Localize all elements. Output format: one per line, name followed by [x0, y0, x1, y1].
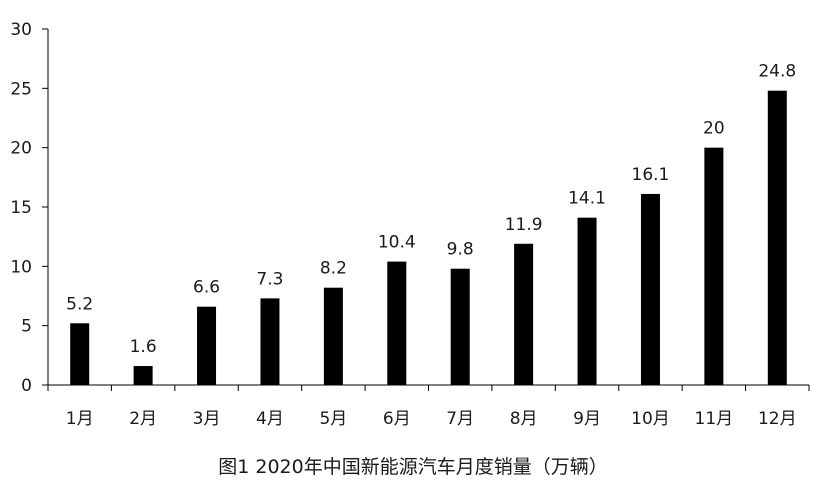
- x-tick-label: 11月: [695, 409, 734, 429]
- data-label: 1.6: [130, 337, 157, 357]
- data-label: 5.2: [66, 294, 93, 314]
- bar-9: [577, 217, 597, 385]
- x-tick-label: 7月: [446, 409, 474, 429]
- y-tick-label: 5: [21, 317, 32, 337]
- data-label: 8.2: [320, 259, 347, 279]
- chart-caption: 图1 2020年中国新能源汽车月度销量（万辆）: [218, 456, 608, 478]
- data-label: 14.1: [568, 189, 606, 209]
- y-tick-label: 20: [10, 139, 32, 159]
- y-tick-label: 25: [10, 79, 32, 99]
- y-tick-label: 10: [10, 257, 32, 277]
- bar-3: [197, 306, 217, 385]
- x-tick-label: 5月: [319, 409, 347, 429]
- data-label: 16.1: [632, 165, 670, 185]
- x-tick-label: 2月: [129, 409, 157, 429]
- x-tick-label: 8月: [510, 409, 538, 429]
- bar-6: [387, 261, 407, 385]
- x-tick-label: 9月: [573, 409, 601, 429]
- bar-5: [323, 287, 343, 385]
- x-tick-label: 1月: [66, 409, 94, 429]
- bar-4: [260, 298, 280, 385]
- bar-11: [704, 147, 724, 385]
- data-label: 7.3: [256, 269, 283, 289]
- x-tick-label: 4月: [256, 409, 284, 429]
- bar-10: [640, 193, 660, 385]
- x-tick-label: 10月: [631, 409, 670, 429]
- x-tick-label: 3月: [193, 409, 221, 429]
- data-label: 9.8: [447, 240, 474, 260]
- y-tick-label: 30: [10, 20, 32, 40]
- y-tick-label: 0: [21, 376, 32, 396]
- data-label: 11.9: [505, 215, 543, 235]
- bar-8: [514, 243, 534, 385]
- bar-1: [70, 323, 90, 385]
- data-label: 20: [703, 119, 725, 139]
- bar-2: [133, 366, 153, 385]
- y-tick-label: 15: [10, 198, 32, 218]
- data-label: 10.4: [378, 233, 416, 253]
- x-tick-label: 12月: [758, 409, 797, 429]
- bar-7: [450, 268, 470, 385]
- bar-12: [767, 90, 787, 385]
- data-label: 6.6: [193, 278, 220, 298]
- x-tick-label: 6月: [383, 409, 411, 429]
- data-label: 24.8: [758, 62, 796, 82]
